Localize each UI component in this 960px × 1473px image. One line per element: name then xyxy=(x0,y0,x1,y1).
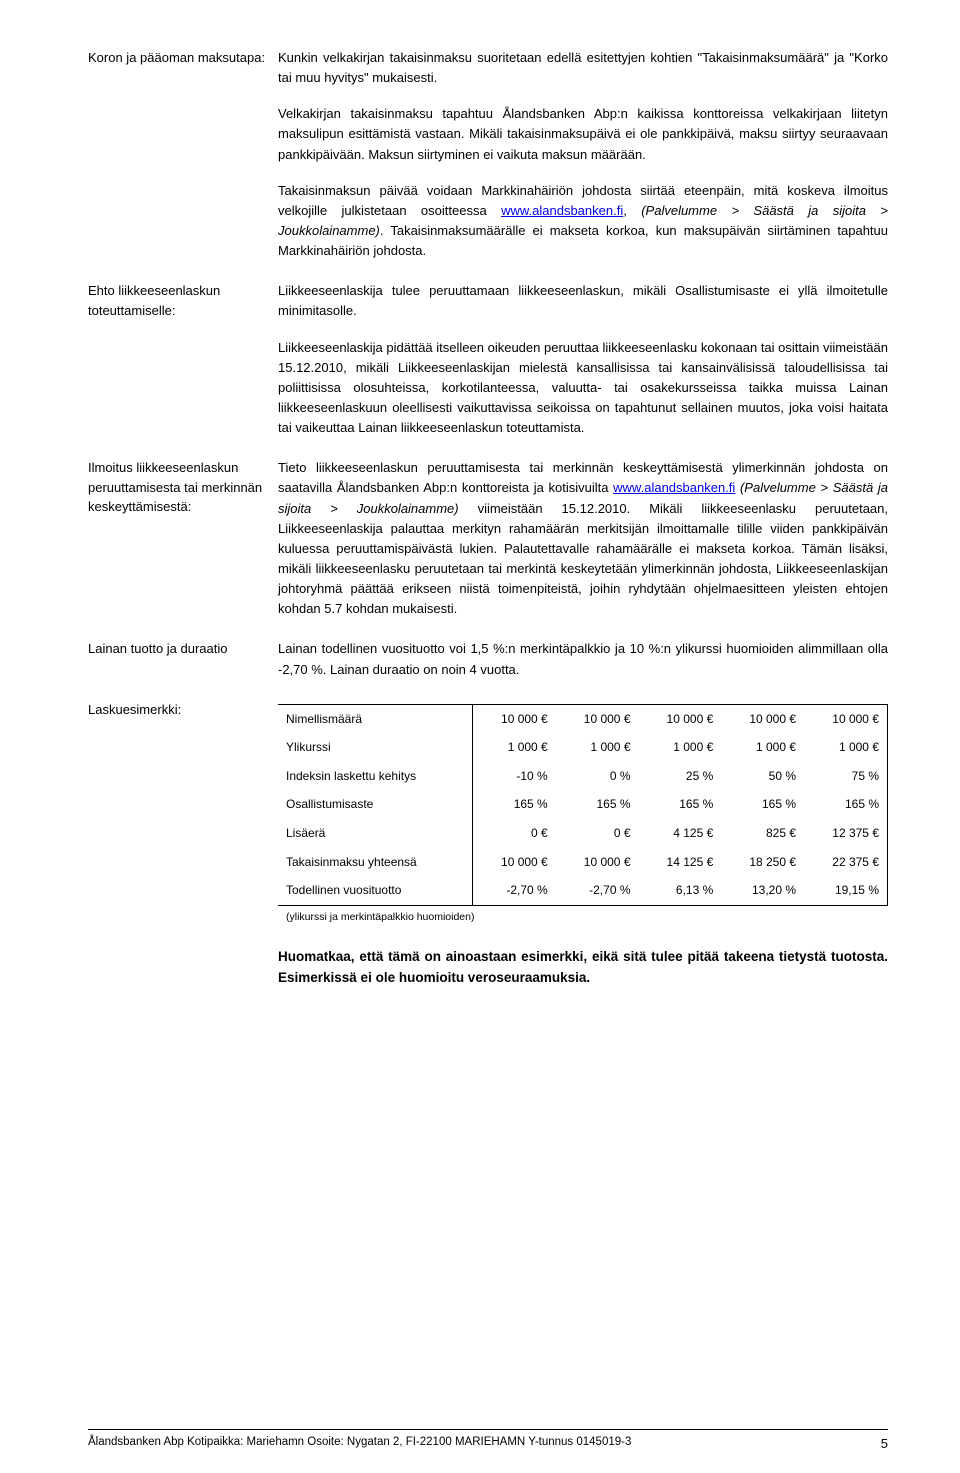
row-value: 165 % xyxy=(639,790,722,819)
row-value: 825 € xyxy=(721,819,804,848)
row-sublabel: (ylikurssi ja merkintäpalkkio huomioiden… xyxy=(278,905,888,929)
row-value: 1 000 € xyxy=(804,733,887,762)
footer: Ålandsbanken Abp Kotipaikka: Mariehamn O… xyxy=(88,1429,888,1451)
calc-table: Nimellismäärä10 000 €10 000 €10 000 €10 … xyxy=(278,704,888,930)
label-tuotto: Lainan tuotto ja duraatio xyxy=(88,639,278,679)
table-row: Takaisinmaksu yhteensä10 000 €10 000 €14… xyxy=(278,848,888,877)
row-value: 19,15 % xyxy=(804,876,887,905)
maksutapa-p1: Kunkin velkakirjan takaisinmaksu suorite… xyxy=(278,48,888,88)
row-value: 10 000 € xyxy=(556,848,639,877)
ehto-p1: Liikkeeseenlaskija tulee peruuttamaan li… xyxy=(278,281,888,321)
section-maksutapa: Koron ja pääoman maksutapa: Kunkin velka… xyxy=(88,48,888,261)
row-label: Osallistumisaste xyxy=(278,790,472,819)
tuotto-p1: Lainan todellinen vuosituotto voi 1,5 %:… xyxy=(278,639,888,679)
row-label: Ylikurssi xyxy=(278,733,472,762)
row-value: 10 000 € xyxy=(804,704,887,733)
row-value: 6,13 % xyxy=(639,876,722,905)
row-label: Indeksin laskettu kehitys xyxy=(278,762,472,791)
table-row-sub: (ylikurssi ja merkintäpalkkio huomioiden… xyxy=(278,905,888,929)
row-value: 1 000 € xyxy=(556,733,639,762)
alandsbanken-link-2[interactable]: www.alandsbanken.fi xyxy=(613,480,735,495)
row-value: 75 % xyxy=(804,762,887,791)
label-ilmoitus: Ilmoitus liikkeeseenlaskun peruuttamises… xyxy=(88,458,278,619)
row-value: 50 % xyxy=(721,762,804,791)
section-ilmoitus: Ilmoitus liikkeeseenlaskun peruuttamises… xyxy=(88,458,888,619)
label-ehto: Ehto liikkeeseenlaskun toteuttamiselle: xyxy=(88,281,278,438)
section-calc: Laskuesimerkki: Nimellismäärä10 000 €10 … xyxy=(88,700,888,990)
label-maksutapa: Koron ja pääoman maksutapa: xyxy=(88,48,278,261)
section-ehto: Ehto liikkeeseenlaskun toteuttamiselle: … xyxy=(88,281,888,438)
calc-table-wrap: Nimellismäärä10 000 €10 000 €10 000 €10 … xyxy=(278,704,888,930)
row-value: 165 % xyxy=(804,790,887,819)
row-value: 165 % xyxy=(556,790,639,819)
row-value: 14 125 € xyxy=(639,848,722,877)
alandsbanken-link-1[interactable]: www.alandsbanken.fi xyxy=(501,203,623,218)
row-label: Takaisinmaksu yhteensä xyxy=(278,848,472,877)
row-value: 1 000 € xyxy=(472,733,555,762)
row-value: 25 % xyxy=(639,762,722,791)
row-value: 4 125 € xyxy=(639,819,722,848)
section-tuotto: Lainan tuotto ja duraatio Lainan todelli… xyxy=(88,639,888,679)
ilmoitus-p1b: viimeistään 15.12.2010. Mikäli liikkeese… xyxy=(278,501,888,617)
row-value: 10 000 € xyxy=(472,848,555,877)
table-row: Ylikurssi1 000 €1 000 €1 000 €1 000 €1 0… xyxy=(278,733,888,762)
body-tuotto: Lainan todellinen vuosituotto voi 1,5 %:… xyxy=(278,639,888,679)
table-row: Todellinen vuosituotto-2,70 %-2,70 %6,13… xyxy=(278,876,888,905)
row-value: -10 % xyxy=(472,762,555,791)
row-value: 0 % xyxy=(556,762,639,791)
row-value: 22 375 € xyxy=(804,848,887,877)
row-value: 18 250 € xyxy=(721,848,804,877)
page: Koron ja pääoman maksutapa: Kunkin velka… xyxy=(0,0,960,1473)
body-maksutapa: Kunkin velkakirjan takaisinmaksu suorite… xyxy=(278,48,888,261)
row-value: -2,70 % xyxy=(472,876,555,905)
row-value: 0 € xyxy=(556,819,639,848)
body-ehto: Liikkeeseenlaskija tulee peruuttamaan li… xyxy=(278,281,888,438)
row-value: 10 000 € xyxy=(639,704,722,733)
row-value: 10 000 € xyxy=(472,704,555,733)
row-value: -2,70 % xyxy=(556,876,639,905)
row-value: 165 % xyxy=(721,790,804,819)
row-value: 13,20 % xyxy=(721,876,804,905)
ilmoitus-p1: Tieto liikkeeseenlaskun peruuttamisesta … xyxy=(278,458,888,619)
row-value: 1 000 € xyxy=(721,733,804,762)
label-calc: Laskuesimerkki: xyxy=(88,700,278,984)
body-ilmoitus: Tieto liikkeeseenlaskun peruuttamisesta … xyxy=(278,458,888,619)
maksutapa-p3b: , xyxy=(623,203,641,218)
footer-page: 5 xyxy=(881,1436,888,1451)
maksutapa-p2: Velkakirjan takaisinmaksu tapahtuu Åland… xyxy=(278,104,888,164)
ehto-p2: Liikkeeseenlaskija pidättää itselleen oi… xyxy=(278,338,888,439)
row-label: Todellinen vuosituotto xyxy=(278,876,472,905)
body-calc: Nimellismäärä10 000 €10 000 €10 000 €10 … xyxy=(278,700,888,990)
table-row: Indeksin laskettu kehitys-10 %0 %25 %50 … xyxy=(278,762,888,791)
row-value: 1 000 € xyxy=(639,733,722,762)
row-value: 10 000 € xyxy=(556,704,639,733)
table-row: Nimellismäärä10 000 €10 000 €10 000 €10 … xyxy=(278,704,888,733)
calc-note: Huomatkaa, että tämä on ainoastaan esime… xyxy=(278,947,888,989)
footer-text: Ålandsbanken Abp Kotipaikka: Mariehamn O… xyxy=(88,1436,631,1448)
table-row: Lisäerä0 €0 €4 125 €825 €12 375 € xyxy=(278,819,888,848)
row-value: 0 € xyxy=(472,819,555,848)
row-value: 10 000 € xyxy=(721,704,804,733)
row-label: Nimellismäärä xyxy=(278,704,472,733)
table-row: Osallistumisaste165 %165 %165 %165 %165 … xyxy=(278,790,888,819)
row-label: Lisäerä xyxy=(278,819,472,848)
maksutapa-p3: Takaisinmaksun päivää voidaan Markkinahä… xyxy=(278,181,888,262)
row-value: 165 % xyxy=(472,790,555,819)
row-value: 12 375 € xyxy=(804,819,887,848)
